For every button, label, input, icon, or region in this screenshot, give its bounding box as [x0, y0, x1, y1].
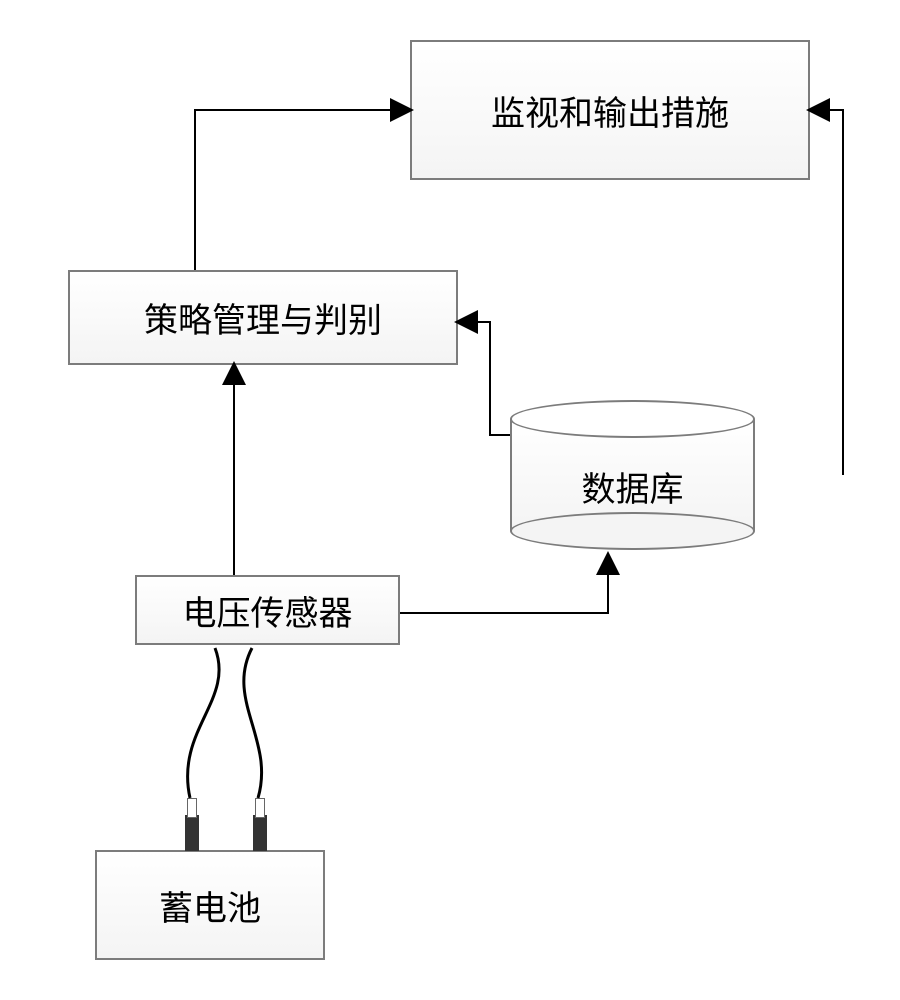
database-node: 数据库	[510, 400, 755, 550]
strategy-label: 策略管理与判别	[144, 293, 382, 342]
battery-node: 蓄电池	[95, 850, 325, 960]
edge-strategy-to-monitor	[195, 110, 410, 270]
wire-right	[244, 648, 262, 798]
edge-sensor-to-database	[400, 555, 608, 613]
battery-label: 蓄电池	[159, 881, 261, 930]
database-top-ellipse	[510, 400, 755, 438]
voltage-sensor-label: 电压传感器	[183, 586, 353, 635]
monitor-output-label: 监视和输出措施	[491, 86, 729, 135]
edge-database-to-strategy	[458, 322, 510, 435]
monitor-output-node: 监视和输出措施	[410, 40, 810, 180]
voltage-sensor-node: 电压传感器	[135, 575, 400, 645]
database-bottom-ellipse	[510, 512, 755, 550]
strategy-node: 策略管理与判别	[68, 270, 458, 365]
edge-database-to-monitor	[810, 110, 843, 475]
wire-left	[188, 648, 220, 798]
database-label: 数据库	[510, 462, 755, 511]
